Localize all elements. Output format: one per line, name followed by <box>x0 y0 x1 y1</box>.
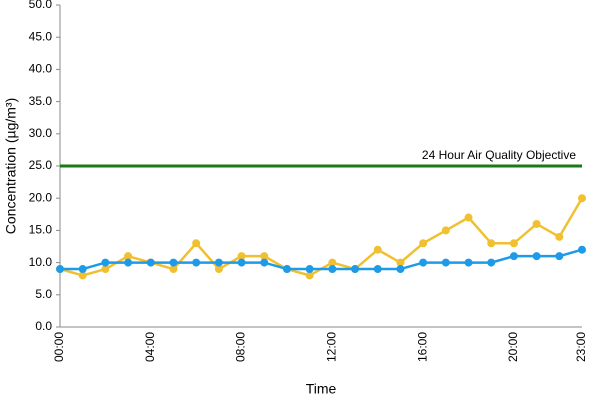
x-tick-label: 16:00 <box>415 332 429 362</box>
y-tick-label: 10.0 <box>29 255 53 269</box>
data-point <box>146 258 155 267</box>
data-point <box>260 258 269 267</box>
data-point <box>124 258 133 267</box>
data-point <box>101 265 110 274</box>
data-point <box>419 239 428 248</box>
y-tick-label: 45.0 <box>29 29 53 43</box>
data-point <box>555 232 564 241</box>
y-tick-label: 0.0 <box>35 319 52 333</box>
data-point <box>578 245 586 254</box>
data-point <box>419 258 428 267</box>
data-point <box>351 265 360 274</box>
data-point <box>169 258 178 267</box>
data-point <box>192 239 201 248</box>
x-axis-title: Time <box>306 381 337 397</box>
data-point <box>237 258 246 267</box>
data-point <box>396 265 405 274</box>
data-point <box>509 239 518 248</box>
y-tick-label: 20.0 <box>29 190 53 204</box>
y-tick-label: 30.0 <box>29 126 53 140</box>
data-point <box>305 271 314 280</box>
y-axis-title: Concentration (µg/m³) <box>3 98 19 234</box>
data-point <box>260 252 269 261</box>
data-point <box>237 252 246 261</box>
data-point <box>305 265 314 274</box>
data-point <box>78 271 87 280</box>
data-point <box>78 265 87 274</box>
x-tick-label: 04:00 <box>143 332 157 362</box>
reference-label: 24 Hour Air Quality Objective <box>422 148 576 162</box>
series-line <box>59 197 584 277</box>
x-tick-label: 12:00 <box>325 332 339 362</box>
data-point <box>487 239 496 248</box>
data-point <box>532 219 541 228</box>
data-point <box>214 258 223 267</box>
data-point <box>101 258 110 267</box>
data-point <box>532 252 541 261</box>
data-point <box>214 265 223 274</box>
data-point <box>124 252 133 261</box>
data-point <box>373 245 382 254</box>
y-tick-label: 35.0 <box>29 94 53 108</box>
data-point <box>192 258 201 267</box>
data-point <box>282 265 291 274</box>
x-tick-label: 08:00 <box>234 332 248 362</box>
y-tick-label: 5.0 <box>35 287 52 301</box>
data-point <box>487 258 496 267</box>
data-point <box>555 252 564 261</box>
x-tick-label: 23:00 <box>574 332 588 362</box>
data-point <box>373 265 382 274</box>
data-point <box>509 252 518 261</box>
y-tick-label: 40.0 <box>29 62 53 76</box>
data-point <box>464 258 473 267</box>
data-point <box>464 213 473 222</box>
y-tick-label: 50.0 <box>29 0 53 11</box>
data-point <box>328 258 337 267</box>
data-point <box>169 265 178 274</box>
data-point <box>441 258 450 267</box>
y-tick-label: 15.0 <box>29 223 53 237</box>
data-point <box>441 226 450 235</box>
data-point <box>578 194 586 203</box>
y-tick-label: 25.0 <box>29 158 53 172</box>
data-point <box>56 265 64 274</box>
data-point <box>396 258 405 267</box>
x-tick-label: 20:00 <box>506 332 520 362</box>
x-tick-label: 00:00 <box>52 332 66 362</box>
data-point <box>328 265 337 274</box>
